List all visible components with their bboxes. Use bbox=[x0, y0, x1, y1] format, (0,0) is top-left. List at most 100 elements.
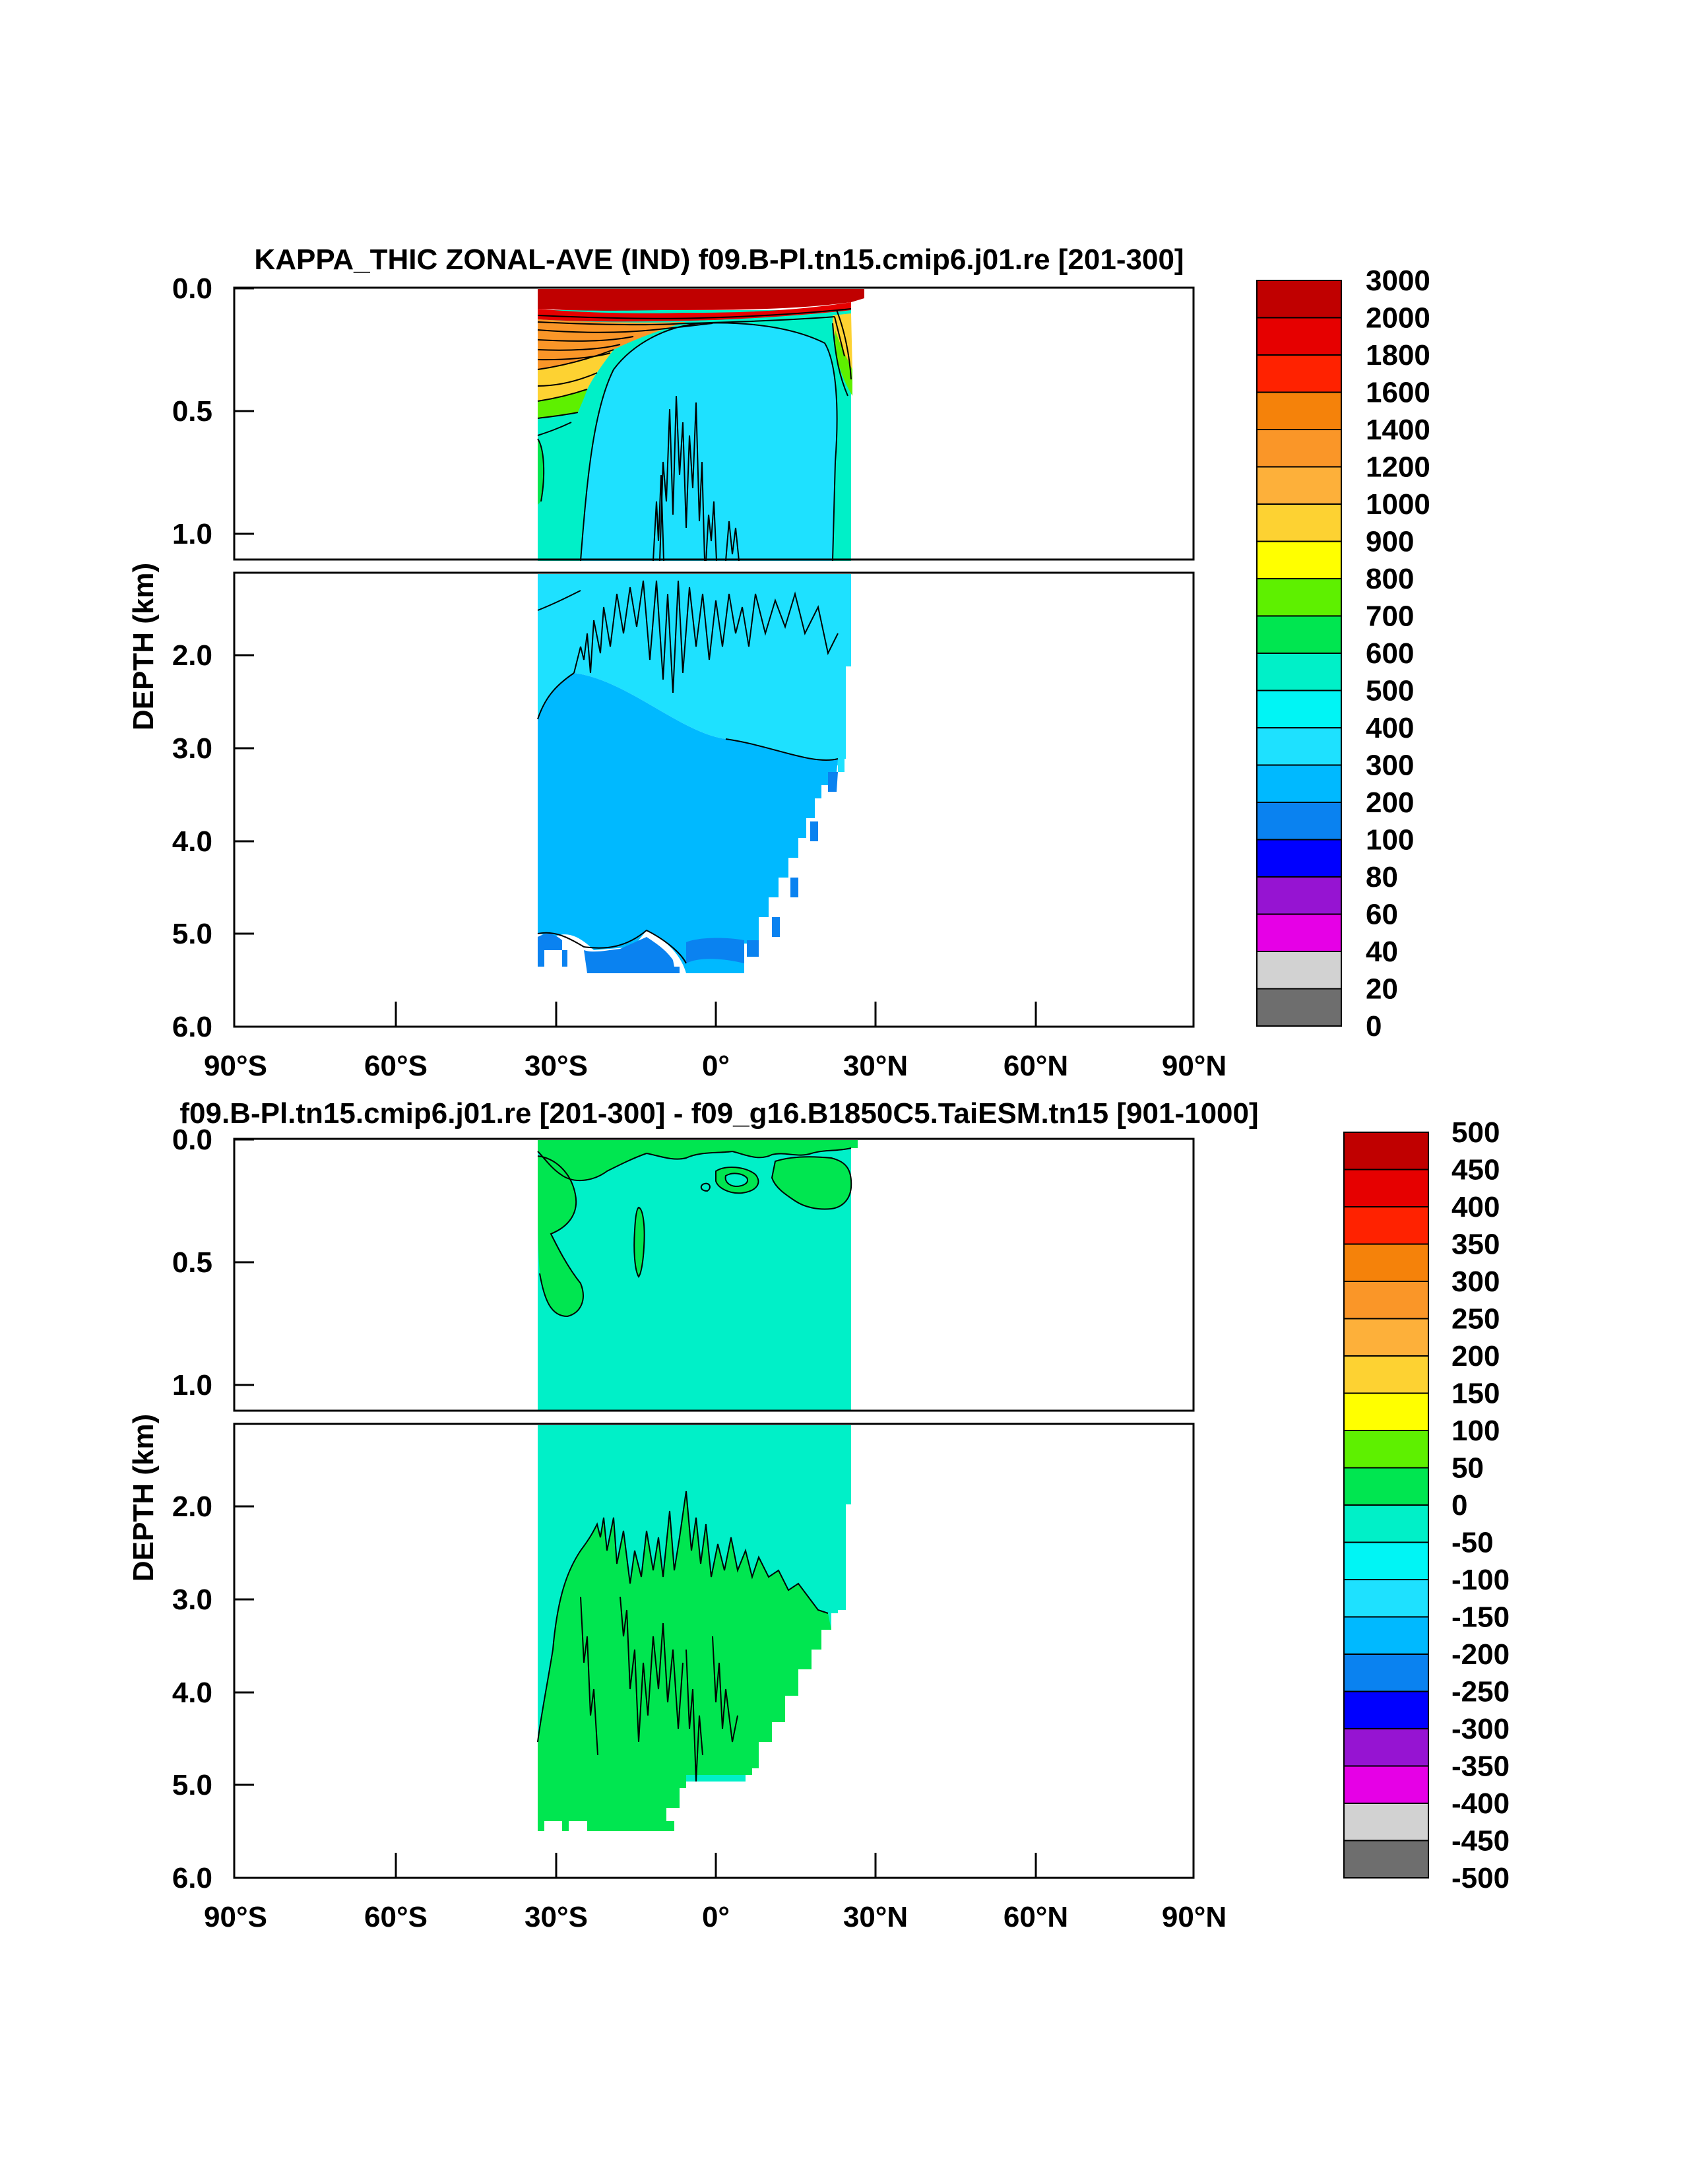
panel2-colorbar-label: -50 bbox=[1451, 1527, 1494, 1559]
panel1-upper-greenband bbox=[538, 389, 587, 418]
panel1-colorbar-label: 300 bbox=[1366, 750, 1414, 782]
panel1-xtick: 90°S bbox=[204, 1050, 267, 1082]
panel2-upper-left-blob bbox=[538, 1156, 583, 1316]
panel1-field bbox=[538, 289, 864, 973]
panel1-colorbar-swatch bbox=[1256, 802, 1342, 841]
panel2-colorbar-swatch bbox=[1343, 1243, 1429, 1282]
panel1-upper-yellowband bbox=[538, 350, 614, 401]
panel1-xtick: 60°S bbox=[364, 1050, 428, 1082]
panel1-xtick: 30°S bbox=[525, 1050, 588, 1082]
panel1-lower-cyan bbox=[538, 574, 851, 779]
panel1-colorbar-label: 1000 bbox=[1366, 488, 1430, 521]
panel2-ytick: 4.0 bbox=[172, 1677, 212, 1709]
panel1-lower-steps bbox=[538, 950, 567, 967]
panel2-colorbar-swatch bbox=[1343, 1504, 1429, 1543]
panel2-lower-green bbox=[538, 1491, 831, 1831]
panel1-colorbar-label: 40 bbox=[1366, 936, 1398, 968]
panel1-colorbar-swatch bbox=[1256, 951, 1342, 990]
panel1-upper-red2 bbox=[538, 302, 851, 322]
panel2-colorbar-label: -300 bbox=[1451, 1713, 1510, 1745]
panel1-colorbar-label: 3000 bbox=[1366, 265, 1430, 297]
panel2-ytick: 5.0 bbox=[172, 1769, 212, 1801]
panel1-ytick: 0.0 bbox=[172, 273, 212, 305]
panel2-colorbar-label: 500 bbox=[1451, 1116, 1500, 1149]
panel1-colorbar-label: 100 bbox=[1366, 824, 1414, 856]
panel2-colorbar-label: 0 bbox=[1451, 1489, 1467, 1522]
panel2-colorbar-label: 350 bbox=[1451, 1229, 1500, 1261]
panel2-ytick: 6.0 bbox=[172, 1862, 212, 1894]
panel2-colorbar-swatch bbox=[1343, 1206, 1429, 1245]
panel2-colorbar-label: -200 bbox=[1451, 1638, 1510, 1671]
panel1-y-axis bbox=[234, 287, 254, 935]
panel2-lower-green-bottom bbox=[538, 1782, 680, 1828]
panel2-ytick: 3.0 bbox=[172, 1584, 212, 1616]
panel2-colorbar-swatch bbox=[1343, 1430, 1429, 1469]
panel2-colorbar-swatch bbox=[1343, 1654, 1429, 1692]
panel1-upper-red bbox=[538, 289, 864, 311]
panel1-colorbar-label: 1600 bbox=[1366, 377, 1430, 409]
panel2-x-axis bbox=[395, 1853, 1037, 1878]
panel1-colorbar-swatch bbox=[1256, 839, 1342, 878]
panel1-colorbar-label: 80 bbox=[1366, 861, 1398, 893]
panel1-colorbar-label: 1400 bbox=[1366, 414, 1430, 446]
panel2-colorbar-label: 250 bbox=[1451, 1303, 1500, 1335]
panel1-colorbar-label: 60 bbox=[1366, 899, 1398, 931]
panel1-xtick: 60°N bbox=[1004, 1050, 1068, 1082]
panel2-upper-mid-blob bbox=[634, 1207, 645, 1277]
panel2-colorbar-label: -100 bbox=[1451, 1564, 1510, 1596]
panel1-ytick: 1.0 bbox=[172, 518, 212, 550]
panel1-ytick: 6.0 bbox=[172, 1011, 212, 1043]
panel2-colorbar-swatch bbox=[1343, 1616, 1429, 1655]
panel1-colorbar-swatch bbox=[1256, 317, 1342, 356]
panel1-colorbar-swatch bbox=[1256, 540, 1342, 579]
panel2-xtick: 30°S bbox=[525, 1901, 588, 1933]
panel1-x-axis bbox=[395, 1002, 1037, 1027]
panel2-title: f09.B-Pl.tn15.cmip6.j01.re [201-300] - f… bbox=[179, 1097, 1258, 1130]
panel2-colorbar-label: -250 bbox=[1451, 1676, 1510, 1708]
panel2-colorbar-swatch bbox=[1343, 1318, 1429, 1357]
panel1-colorbar-label: 0 bbox=[1366, 1010, 1382, 1043]
panel2-xtick: 30°N bbox=[843, 1901, 908, 1933]
panel2-colorbar-label: -150 bbox=[1451, 1601, 1510, 1634]
panel1-colorbar-swatch bbox=[1256, 764, 1342, 803]
panel-kappa-thic: KAPPA_THIC ZONAL-AVE (IND) f09.B-Pl.tn15… bbox=[127, 243, 1430, 1082]
panel2-colorbar-swatch bbox=[1343, 1728, 1429, 1767]
panel1-lower-cyan-right bbox=[838, 759, 844, 772]
panel1-colorbar-swatch bbox=[1256, 876, 1342, 915]
panel2-colorbar-label: 200 bbox=[1451, 1340, 1500, 1372]
panel2-contours bbox=[537, 1147, 852, 1782]
panel2-ytick: 2.0 bbox=[172, 1491, 212, 1523]
panel2-y-axis bbox=[234, 1138, 254, 1786]
panel1-colorbar-label: 200 bbox=[1366, 787, 1414, 819]
panel1-colorbar-swatch bbox=[1256, 653, 1342, 691]
panel1-lower-frame bbox=[233, 571, 1195, 1028]
panel2-colorbar-swatch bbox=[1343, 1467, 1429, 1506]
panel1-colorbar-swatch bbox=[1256, 988, 1342, 1027]
panel2-lower-frame bbox=[233, 1423, 1195, 1879]
panel2-colorbar-label: 400 bbox=[1451, 1191, 1500, 1223]
panel1-colorbar: 3000200018001600140012001000900800700600… bbox=[1256, 265, 1430, 1043]
panel2-colorbar-swatch bbox=[1343, 1579, 1429, 1618]
panel2-lower-green-steps bbox=[538, 1821, 674, 1831]
panel1-colorbar-swatch bbox=[1256, 690, 1342, 728]
panel2-xtick: 90°N bbox=[1162, 1901, 1227, 1933]
panel1-colorbar-swatch bbox=[1256, 429, 1342, 468]
panel2-colorbar-label: -450 bbox=[1451, 1825, 1510, 1857]
panel1-colorbar-label: 1200 bbox=[1366, 451, 1430, 484]
panel2-ytick: 0.0 bbox=[172, 1124, 212, 1156]
panel2-colorbar-swatch bbox=[1343, 1840, 1429, 1879]
panel2-xtick: 90°S bbox=[204, 1901, 267, 1933]
panel1-ytick: 3.0 bbox=[172, 732, 212, 765]
panel2-colorbar-label: -500 bbox=[1451, 1862, 1510, 1894]
panel2-colorbar-label: 50 bbox=[1451, 1452, 1484, 1485]
panel2-upper-top-noise bbox=[538, 1140, 858, 1181]
panel1-colorbar-swatch bbox=[1256, 727, 1342, 766]
panel1-ylabel: DEPTH (km) bbox=[127, 563, 160, 730]
panel2-colorbar-label: -350 bbox=[1451, 1750, 1510, 1783]
panel2-colorbar-swatch bbox=[1343, 1690, 1429, 1729]
panel1-colorbar-label: 800 bbox=[1366, 563, 1414, 595]
panel2-colorbar-swatch bbox=[1343, 1803, 1429, 1842]
panel1-colorbar-swatch bbox=[1256, 354, 1342, 393]
panel1-colorbar-label: 900 bbox=[1366, 526, 1414, 558]
